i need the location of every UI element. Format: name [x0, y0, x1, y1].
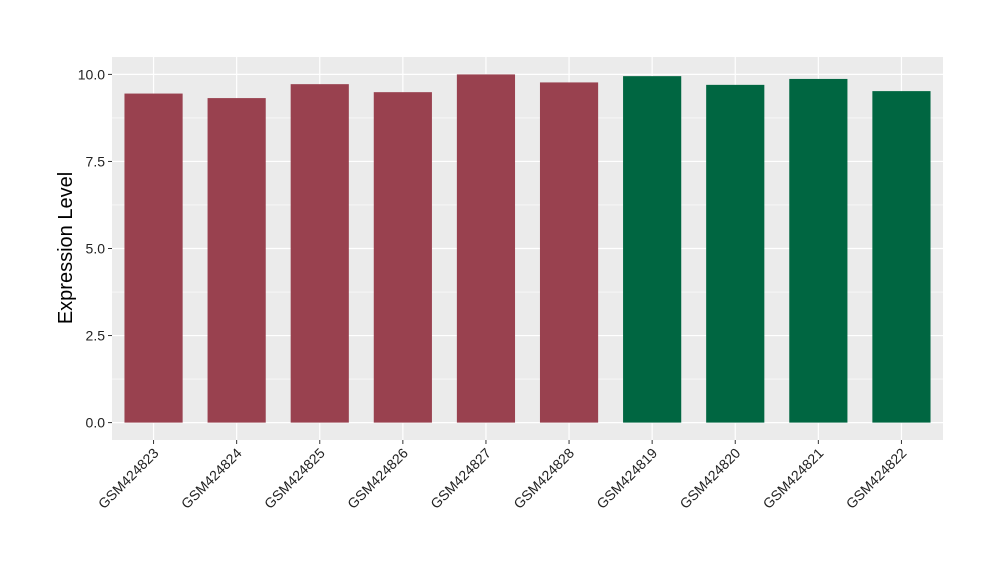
bar-GSM424821: [789, 78, 848, 423]
x-axis: GSM424823 GSM424824 GSM424825 GSM424826 GSM4…: [95, 440, 910, 512]
x-tick-label: GSM424826: [344, 445, 411, 512]
bars: [124, 74, 931, 423]
y-tick-label: 10.0: [78, 66, 105, 82]
x-tick-label: GSM424820: [676, 445, 743, 512]
y-axis: 0.0 2.5 5.0 7.5 10.0: [78, 66, 112, 431]
y-tick-label: 7.5: [86, 153, 106, 169]
bar-GSM424824: [207, 98, 266, 423]
bar-GSM424823: [124, 93, 183, 423]
y-tick-label: 5.0: [86, 241, 106, 257]
y-axis-label: Expression Level: [55, 172, 77, 324]
bar-GSM424822: [872, 91, 931, 423]
bar-GSM424820: [706, 84, 765, 423]
y-tick-label: 0.0: [86, 415, 106, 431]
bar-GSM424828: [539, 82, 599, 423]
x-tick-label: GSM424821: [760, 445, 827, 512]
x-tick-label: GSM424819: [593, 445, 660, 512]
x-tick-label: GSM424824: [178, 445, 245, 512]
bar-GSM424825: [290, 84, 349, 423]
x-tick-label: GSM424827: [427, 445, 494, 512]
x-tick-label: GSM424828: [510, 445, 577, 512]
bar-GSM424819: [623, 76, 682, 423]
bar-GSM424827: [456, 74, 516, 423]
x-tick-label: GSM424823: [95, 445, 162, 512]
x-tick-label: GSM424822: [843, 445, 910, 512]
bar-GSM424826: [373, 92, 432, 423]
x-tick-label: GSM424825: [261, 445, 328, 512]
y-tick-label: 2.5: [86, 328, 106, 344]
